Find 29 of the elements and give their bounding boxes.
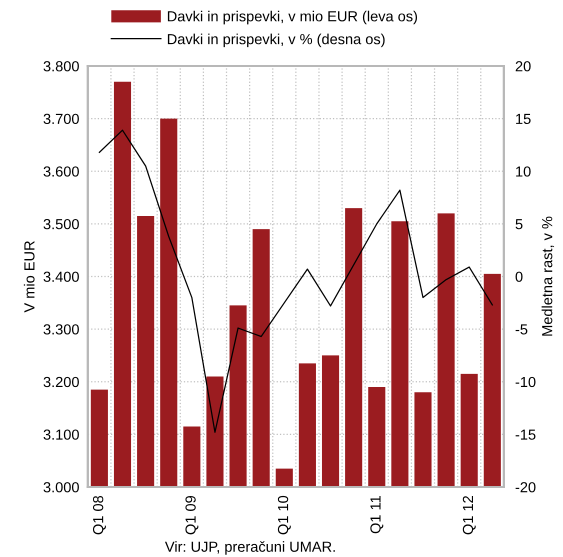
text: Vir: UJP, preračuni UMAR. — [164, 541, 335, 555]
y-tick-label: 3.800 — [44, 61, 79, 72]
legend-label: Davki in prispevki, v mio EUR (leva os) — [168, 10, 418, 24]
y2-tick-label: -10 — [516, 376, 536, 388]
y-tick-label: 3.200 — [44, 376, 79, 388]
x-tick-label: Q1 08 — [92, 496, 106, 534]
y2-tick-label: 20 — [516, 61, 531, 72]
y-tick-label: 3.000 — [44, 482, 79, 492]
y2-tick-label: 15 — [516, 114, 531, 124]
y-tick-label: 3.700 — [44, 114, 79, 124]
y-tick-label: 3.400 — [44, 272, 79, 282]
y2-axis-title: Medletna rast, v % — [542, 216, 554, 336]
y-tick-label: 3.100 — [44, 429, 79, 440]
y2-tick-label: 0 — [516, 272, 523, 282]
x-tick-label: Q1 11 — [370, 496, 384, 534]
y2-tick-label: -15 — [516, 430, 536, 440]
x-tick-label: Q1 09 — [185, 496, 198, 534]
y2-tick-label: -20 — [516, 482, 536, 492]
x-tick-label: Q1 12 — [462, 496, 476, 534]
line-series — [98, 130, 493, 433]
legend-label: Davki in prispevki, v % (desna os) — [168, 34, 385, 48]
y-tick-label: 3.600 — [44, 166, 79, 177]
y-axis-title: V mio EUR — [24, 241, 35, 312]
y-tick-label: 3.300 — [44, 324, 79, 335]
y2-tick-label: -5 — [516, 324, 528, 335]
x-tick-label: Q1 10 — [278, 496, 291, 534]
y2-tick-label: 5 — [516, 219, 522, 230]
y2-tick-label: 10 — [516, 166, 531, 177]
y-tick-label: 3.500 — [44, 218, 79, 230]
